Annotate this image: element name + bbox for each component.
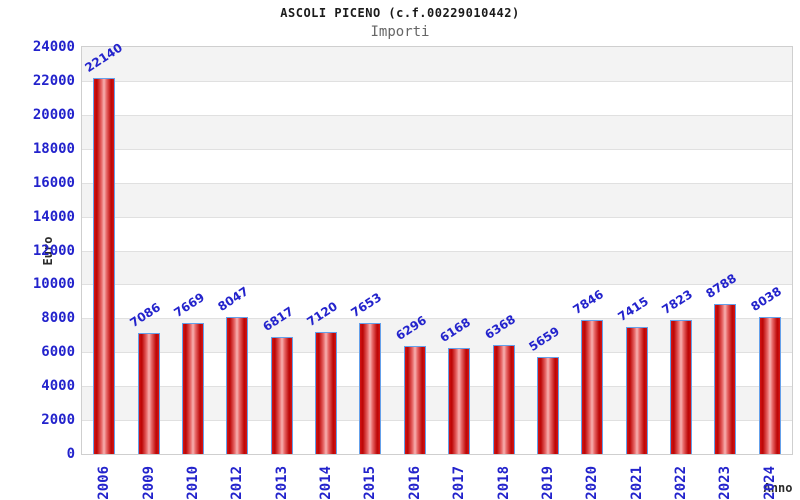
x-tick-label: 2013: [273, 466, 290, 500]
plot-band: [82, 217, 792, 251]
x-tick-label: 2018: [495, 466, 512, 500]
x-tick-label: 2006: [96, 466, 113, 500]
plot-band: [82, 182, 792, 217]
bar-2024: [758, 316, 781, 454]
x-tick-label: 2019: [539, 466, 556, 500]
x-axis-title: Anno: [763, 481, 793, 495]
y-tick-label: 4000: [41, 378, 75, 395]
gridline: [82, 182, 792, 184]
x-tick-label: 2023: [717, 466, 734, 500]
plot-area: Euro Anno 24000 22000 20000 18000 16000 14000…: [33, 39, 793, 500]
bar-2006: [93, 77, 116, 454]
bar-2010: [181, 322, 204, 454]
gridline: [82, 80, 792, 82]
gridline: [82, 250, 792, 252]
y-tick-label: 22000: [32, 72, 75, 89]
gridline: [82, 284, 792, 286]
plot-band: [82, 114, 792, 149]
plot-band: [82, 81, 792, 115]
x-tick-label: 2017: [451, 466, 468, 500]
bar-2020: [581, 319, 604, 454]
bar-2021: [625, 327, 648, 454]
x-tick-label: 2009: [140, 466, 157, 500]
x-tick-label: 2022: [673, 466, 690, 500]
bar-2022: [670, 320, 693, 454]
plot-band: [82, 149, 792, 183]
y-tick-label: 18000: [32, 140, 75, 157]
bar-2023: [714, 303, 737, 454]
bar-2012: [226, 316, 249, 454]
bar-2015: [359, 323, 382, 454]
y-tick-label: 14000: [32, 208, 75, 225]
plot-band: [82, 47, 792, 81]
bar-2018: [492, 345, 515, 454]
bar-2013: [270, 337, 293, 454]
y-tick-label: 16000: [32, 174, 75, 191]
x-tick-label: 2021: [628, 466, 645, 500]
gridline: [82, 352, 792, 354]
chart-subtitle: Importi: [370, 24, 430, 40]
gridline: [82, 148, 792, 150]
plot-band: [82, 250, 792, 285]
y-tick-label: 6000: [41, 344, 75, 361]
y-tick-label: 10000: [32, 276, 75, 293]
x-tick-label: 2014: [318, 466, 335, 500]
y-tick-label: 0: [66, 446, 75, 462]
bar-2019: [536, 357, 559, 454]
x-tick-label: 2016: [406, 466, 423, 500]
bar-2016: [403, 346, 426, 454]
bar-2014: [315, 332, 338, 454]
y-tick-label: 20000: [32, 106, 75, 123]
gridline: [82, 318, 792, 320]
gridline: [82, 216, 792, 218]
gridline: [82, 114, 792, 116]
bar-2017: [448, 348, 471, 454]
y-tick-label: 2000: [41, 412, 75, 429]
x-tick-label: 2024: [761, 466, 778, 500]
x-tick-label: 2015: [362, 466, 379, 500]
x-tick-label: 2012: [229, 466, 246, 500]
y-tick-label: 24000: [32, 39, 75, 55]
x-tick-label: 2020: [584, 466, 601, 500]
chart-title: ASCOLI PICENO (c.f.00229010442): [280, 6, 520, 20]
gridline: [82, 386, 792, 388]
y-tick-label: 12000: [32, 242, 75, 259]
gridline: [82, 420, 792, 422]
y-tick-label: 8000: [41, 310, 75, 327]
x-tick-label: 2010: [184, 466, 201, 500]
bar-2009: [137, 332, 160, 454]
